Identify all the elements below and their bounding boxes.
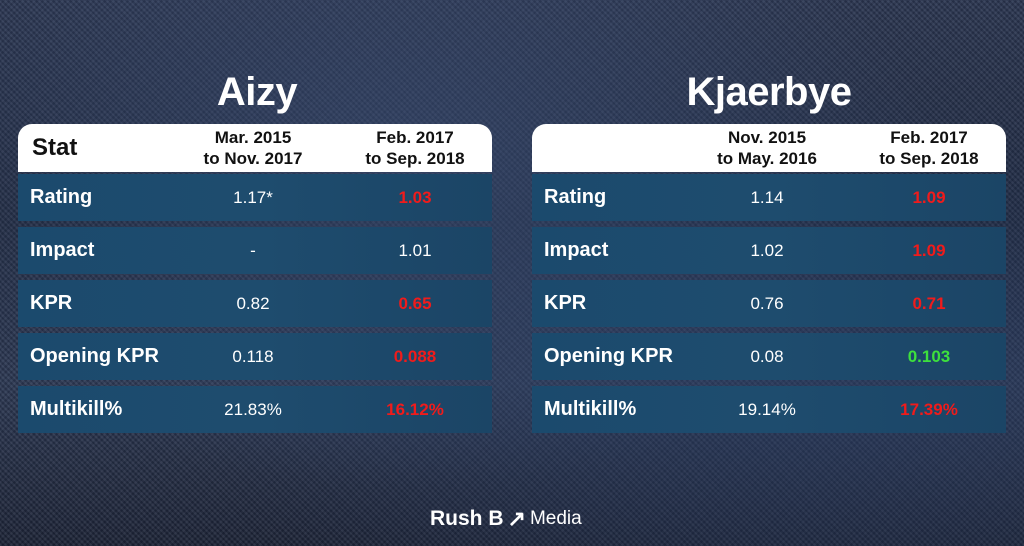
period2-value: 0.103 xyxy=(907,347,951,366)
stat-label: Impact xyxy=(544,239,609,261)
period2-line1: Feb. 2017 xyxy=(890,128,968,147)
brand-suffix: Media xyxy=(529,508,582,529)
period2-value: 0.71 xyxy=(912,294,946,313)
period2-line1: Feb. 2017 xyxy=(376,128,454,147)
player-name-kjaerbye: Kjaerbye xyxy=(686,70,852,114)
stat-column-header: Stat xyxy=(32,134,78,161)
table-row: Multikill% 21.83% 16.12% xyxy=(18,386,492,433)
period1-value: 1.17* xyxy=(233,188,273,207)
stats-table-aizy: Stat Mar. 2015 to Nov. 2017 Feb. 2017 to… xyxy=(18,124,492,433)
period2-header: Feb. 2017 to Sep. 2018 xyxy=(340,127,490,169)
stat-label: Multikill% xyxy=(544,398,637,420)
period1-value: 1.02 xyxy=(750,241,784,260)
period1-value: 0.76 xyxy=(750,294,784,313)
stat-label: Impact xyxy=(30,239,95,261)
period1-value: 0.118 xyxy=(232,347,274,366)
period2-value: 1.01 xyxy=(398,241,432,260)
period2-value: 17.39% xyxy=(900,400,958,419)
period1-line2: to Nov. 2017 xyxy=(203,149,303,168)
period2-value: 0.088 xyxy=(393,347,437,366)
period2-line2: to Sep. 2018 xyxy=(879,149,979,168)
stat-label: Opening KPR xyxy=(30,345,159,367)
player-name-aizy: Aizy xyxy=(216,70,298,114)
brand-logo: Rush B ↗ Media xyxy=(430,506,582,532)
period2-value: 1.09 xyxy=(912,188,946,207)
period2-value: 0.65 xyxy=(398,294,432,313)
stat-label: KPR xyxy=(544,292,587,314)
period1-value: - xyxy=(250,241,256,260)
period2-value: 1.03 xyxy=(398,188,432,207)
period1-value: 0.08 xyxy=(750,347,784,366)
table-header: Nov. 2015 to May. 2016 Feb. 2017 to Sep.… xyxy=(532,124,1006,172)
table-row: Impact - 1.01 xyxy=(18,227,492,274)
table-row: Impact 1.02 1.09 xyxy=(532,227,1006,274)
period2-value: 1.09 xyxy=(912,241,946,260)
period2-line2: to Sep. 2018 xyxy=(365,149,465,168)
period1-header: Nov. 2015 to May. 2016 xyxy=(692,127,842,169)
stat-label: Opening KPR xyxy=(544,345,673,367)
period1-value: 1.14 xyxy=(750,188,784,207)
period1-value: 0.82 xyxy=(236,294,270,313)
table-row: Multikill% 19.14% 17.39% xyxy=(532,386,1006,433)
stat-label: Rating xyxy=(544,186,607,208)
stats-table-kjaerbye: Nov. 2015 to May. 2016 Feb. 2017 to Sep.… xyxy=(532,124,1006,433)
table-row: Opening KPR 0.118 0.088 xyxy=(18,333,492,380)
period1-value: 19.14% xyxy=(738,400,796,419)
table-row: Rating 1.17* 1.03 xyxy=(18,174,492,221)
stat-label: Rating xyxy=(30,186,93,208)
period2-value: 16.12% xyxy=(386,400,444,419)
table-row: KPR 0.76 0.71 xyxy=(532,280,1006,327)
arrow-up-right-icon: ↗ xyxy=(507,506,526,531)
table-row: KPR 0.82 0.65 xyxy=(18,280,492,327)
table-row: Opening KPR 0.08 0.103 xyxy=(532,333,1006,380)
period1-line1: Mar. 2015 xyxy=(214,128,292,147)
period1-value: 21.83% xyxy=(224,400,282,419)
stat-label: Multikill% xyxy=(30,398,123,420)
table-row: Rating 1.14 1.09 xyxy=(532,174,1006,221)
period1-header: Mar. 2015 to Nov. 2017 xyxy=(178,127,328,169)
brand-name: Rush B xyxy=(430,507,504,530)
table-header: Stat Mar. 2015 to Nov. 2017 Feb. 2017 to… xyxy=(18,124,492,172)
period1-line1: Nov. 2015 xyxy=(727,128,807,147)
stat-label: KPR xyxy=(30,292,73,314)
period2-header: Feb. 2017 to Sep. 2018 xyxy=(854,127,1004,169)
period1-line2: to May. 2016 xyxy=(717,149,817,168)
